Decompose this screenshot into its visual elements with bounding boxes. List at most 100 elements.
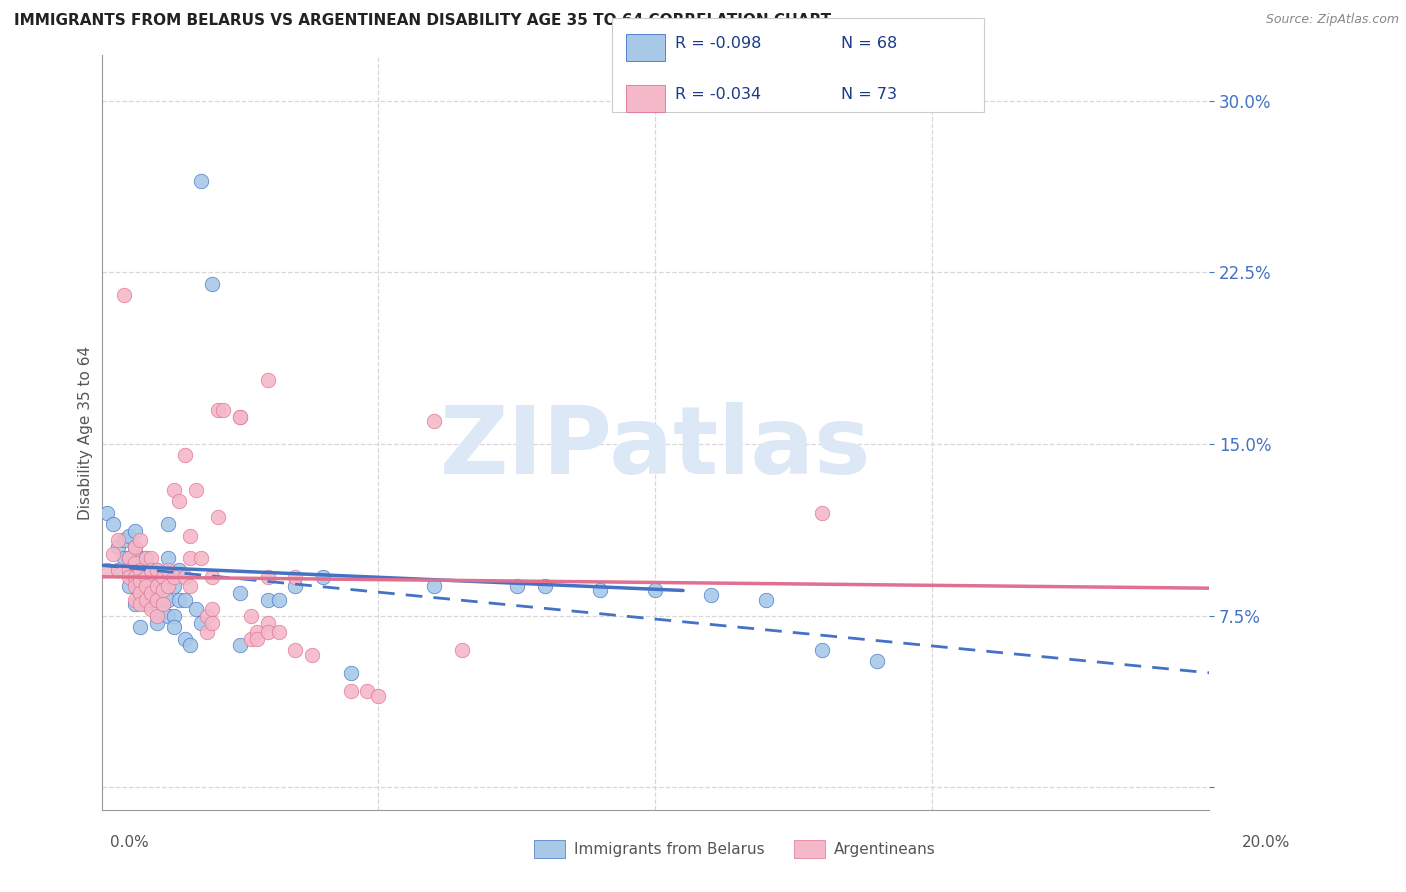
Point (112, 533, 135, 548)
Point (135, 563, 157, 577)
Point (195, 624, 218, 639)
Point (367, 689, 389, 703)
Point (146, 574, 169, 589)
Point (506, 579, 529, 593)
Point (141, 563, 163, 577)
Point (167, 592, 190, 607)
Point (118, 563, 141, 577)
Point (301, 648, 323, 662)
Point (135, 551, 157, 566)
Text: N = 68: N = 68 (841, 37, 897, 51)
Point (107, 533, 129, 548)
Point (267, 624, 290, 639)
Point (152, 597, 174, 611)
Point (118, 579, 141, 593)
Point (190, 551, 212, 566)
Point (129, 586, 152, 600)
Point (201, 277, 224, 291)
Point (129, 563, 152, 577)
Point (162, 620, 184, 634)
Point (141, 592, 163, 607)
Point (356, 684, 378, 698)
Point (240, 608, 263, 623)
Point (129, 620, 152, 634)
Point (101, 547, 124, 561)
Point (195, 608, 218, 623)
Point (284, 570, 307, 584)
Point (184, 601, 207, 615)
Point (107, 563, 129, 577)
Point (212, 402, 235, 417)
Point (118, 551, 141, 566)
Point (101, 517, 124, 532)
Point (157, 608, 180, 623)
Point (162, 579, 184, 593)
Point (256, 570, 278, 584)
Point (190, 615, 212, 630)
Point (179, 639, 201, 653)
Point (229, 586, 252, 600)
Point (423, 414, 446, 428)
Point (118, 563, 141, 577)
Point (229, 409, 252, 424)
Text: Source: ZipAtlas.com: Source: ZipAtlas.com (1265, 13, 1399, 27)
Point (129, 597, 152, 611)
Point (246, 632, 269, 646)
Point (157, 517, 180, 532)
Point (229, 639, 252, 653)
Point (152, 597, 174, 611)
Point (284, 643, 307, 657)
Point (173, 592, 195, 607)
Point (135, 570, 157, 584)
Point (146, 608, 169, 623)
Point (179, 528, 201, 542)
Point (129, 579, 152, 593)
Text: ZIPatlas: ZIPatlas (440, 401, 872, 493)
Point (141, 601, 163, 615)
Point (146, 608, 169, 623)
Point (340, 684, 363, 698)
Point (124, 579, 146, 593)
Text: IMMIGRANTS FROM BELARUS VS ARGENTINEAN DISABILITY AGE 35 TO 64 CORRELATION CHART: IMMIGRANTS FROM BELARUS VS ARGENTINEAN D… (14, 13, 831, 29)
Point (96, 563, 118, 577)
Point (423, 579, 446, 593)
Point (167, 563, 190, 577)
Point (256, 373, 278, 387)
Point (118, 570, 141, 584)
Point (124, 592, 146, 607)
Point (124, 574, 146, 589)
Point (152, 583, 174, 598)
Point (124, 540, 146, 554)
Point (810, 506, 832, 520)
Point (146, 592, 169, 607)
Point (173, 570, 195, 584)
Point (129, 563, 152, 577)
Point (201, 570, 224, 584)
Point (450, 643, 472, 657)
Point (533, 579, 555, 593)
Point (256, 624, 278, 639)
Point (146, 615, 169, 630)
Text: Immigrants from Belarus: Immigrants from Belarus (574, 842, 765, 856)
Point (207, 402, 229, 417)
Point (135, 551, 157, 566)
Point (162, 483, 184, 497)
Point (112, 288, 135, 302)
Point (135, 579, 157, 593)
Point (124, 597, 146, 611)
Point (162, 570, 184, 584)
Point (179, 579, 201, 593)
Point (157, 563, 180, 577)
Point (152, 583, 174, 598)
Point (135, 597, 157, 611)
Point (201, 601, 224, 615)
Point (256, 592, 278, 607)
Text: N = 73: N = 73 (841, 87, 897, 102)
Point (866, 654, 889, 668)
Point (179, 551, 201, 566)
Point (256, 615, 278, 630)
Text: Argentineans: Argentineans (834, 842, 935, 856)
Point (141, 586, 163, 600)
Point (700, 588, 723, 602)
Point (284, 579, 307, 593)
